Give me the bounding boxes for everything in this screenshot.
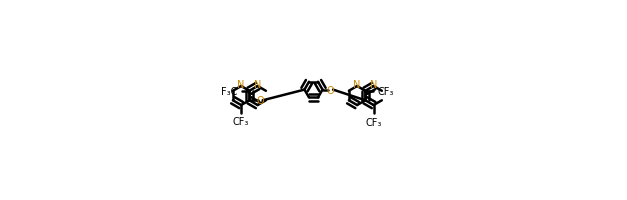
Text: N: N [254,80,261,90]
Text: CF₃: CF₃ [233,116,250,126]
Text: F₃C: F₃C [221,86,238,96]
Text: N: N [238,80,245,90]
Text: N: N [370,80,377,90]
Text: O: O [256,96,264,106]
Text: CF₃: CF₃ [377,86,394,96]
Text: O: O [327,85,334,95]
Text: CF₃: CF₃ [366,117,382,127]
Text: N: N [354,80,361,90]
